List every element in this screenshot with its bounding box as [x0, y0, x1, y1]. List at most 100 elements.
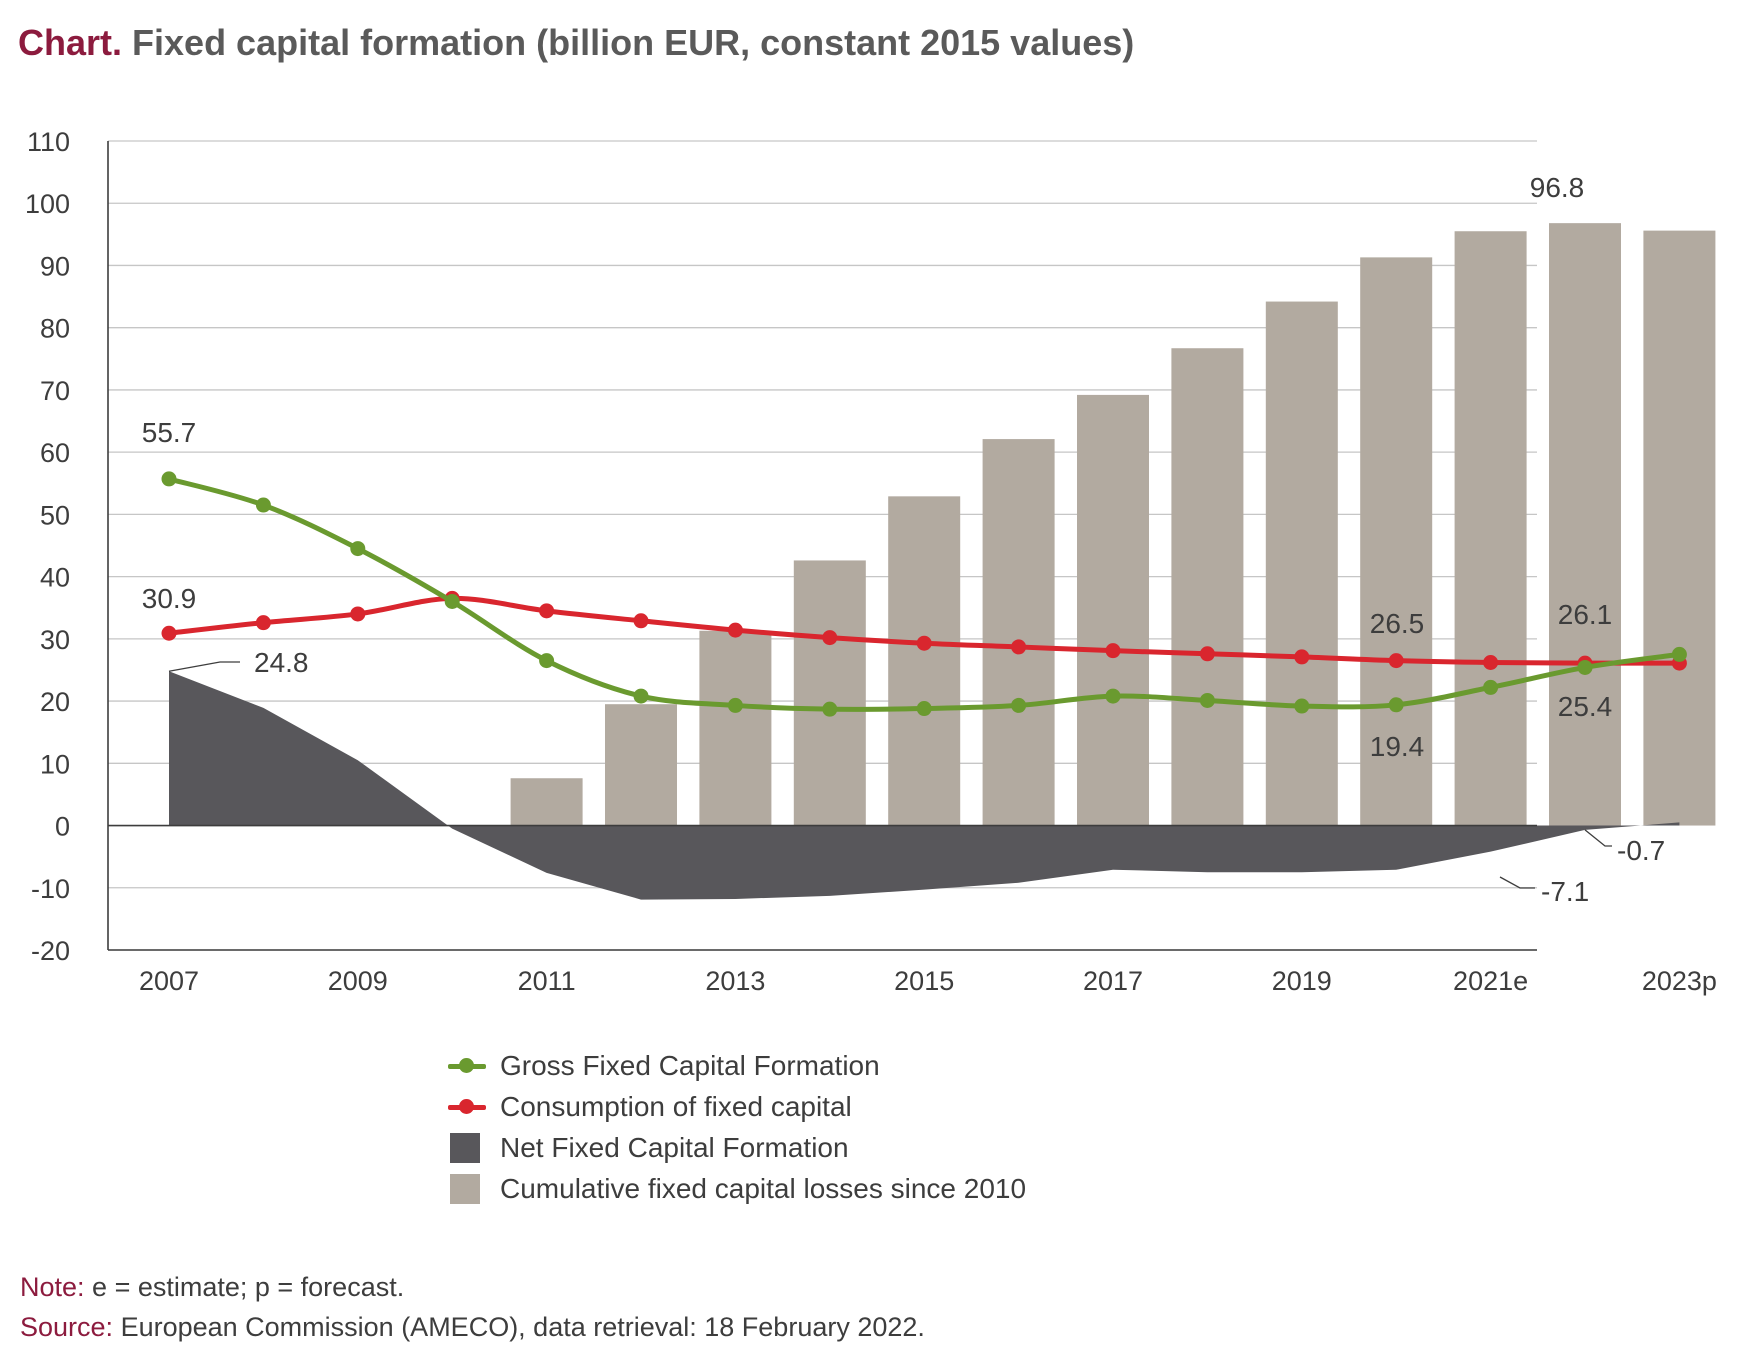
note-label: Note:	[20, 1272, 85, 1302]
data-label: 30.9	[142, 583, 197, 614]
bar-cumulative-losses	[510, 778, 583, 826]
y-tick-label: 60	[40, 438, 70, 468]
bar-cumulative-losses	[888, 496, 961, 826]
point-gross-fixed-capital-formation	[633, 688, 649, 704]
data-label: 25.4	[1558, 691, 1613, 722]
point-gross-fixed-capital-formation	[822, 701, 838, 717]
point-gross-fixed-capital-formation	[727, 697, 743, 713]
point-gross-fixed-capital-formation	[1671, 646, 1687, 662]
source-line: Source: European Commission (AMECO), dat…	[20, 1307, 925, 1347]
y-tick-label: -10	[31, 874, 70, 904]
legend-dot-swatch	[459, 1099, 474, 1114]
bar-cumulative-losses	[699, 630, 772, 826]
note-text: e = estimate; p = forecast.	[84, 1272, 405, 1302]
point-consumption-of-fixed-capital	[1294, 649, 1310, 665]
bar-cumulative-losses	[1077, 394, 1149, 826]
x-tick-label: 2013	[705, 966, 765, 996]
chart-title: Chart. Fixed capital formation (billion …	[18, 22, 1134, 64]
bar-cumulative-losses	[1549, 223, 1621, 826]
data-label: 26.1	[1558, 599, 1613, 630]
y-tick-label: 0	[55, 812, 70, 842]
bar-cumulative-losses	[605, 704, 677, 826]
y-tick-label: 70	[40, 376, 70, 406]
source-text: European Commission (AMECO), data retrie…	[113, 1312, 925, 1342]
y-tick-label: 30	[40, 625, 70, 655]
point-gross-fixed-capital-formation	[350, 541, 366, 557]
legend-box-swatch	[450, 1174, 480, 1204]
line-gross-fixed-capital-formation	[166, 476, 1682, 712]
y-tick-label: 10	[40, 749, 70, 779]
note-line: Note: e = estimate; p = forecast.	[20, 1267, 925, 1307]
point-consumption-of-fixed-capital	[1199, 646, 1215, 662]
point-gross-fixed-capital-formation	[1577, 659, 1593, 675]
point-gross-fixed-capital-formation	[444, 594, 460, 610]
point-gross-fixed-capital-formation	[1199, 692, 1215, 708]
annotation-leader	[1499, 876, 1535, 889]
point-consumption-of-fixed-capital	[1105, 643, 1121, 659]
point-consumption-of-fixed-capital	[539, 603, 555, 619]
y-tick-label: 40	[40, 563, 70, 593]
legend-label: Cumulative fixed capital losses since 20…	[500, 1173, 1027, 1204]
y-tick-label: -20	[31, 936, 70, 966]
x-tick-label: 2011	[518, 966, 576, 996]
data-label: 55.7	[142, 417, 197, 448]
y-tick-label: 20	[40, 687, 70, 717]
y-tick-label: 90	[40, 251, 70, 281]
point-gross-fixed-capital-formation	[1483, 679, 1499, 695]
point-consumption-of-fixed-capital	[161, 625, 177, 641]
legend-box-swatch	[450, 1133, 480, 1163]
x-tick-label: 2007	[139, 966, 199, 996]
legend-item-cumulative-losses: Cumulative fixed capital losses since 20…	[440, 1168, 1026, 1209]
annotation-leader	[168, 661, 240, 672]
x-tick-label: 2019	[1272, 966, 1332, 996]
y-tick-label: 100	[25, 189, 70, 219]
legend-item-net-fixed-capital-formation: Net Fixed Capital Formation	[440, 1127, 1026, 1168]
chart-notes: Note: e = estimate; p = forecast. Source…	[20, 1267, 925, 1347]
point-consumption-of-fixed-capital	[633, 613, 649, 629]
bar-cumulative-losses	[1643, 230, 1716, 826]
point-gross-fixed-capital-formation	[916, 701, 932, 717]
bar-cumulative-losses	[1454, 231, 1527, 826]
point-gross-fixed-capital-formation	[161, 471, 177, 487]
y-tick-label: 50	[40, 500, 70, 530]
bar-cumulative-losses	[1171, 348, 1244, 826]
y-tick-label: 110	[27, 127, 70, 157]
legend-label: Consumption of fixed capital	[500, 1091, 852, 1122]
x-tick-label: 2009	[328, 966, 388, 996]
annotation-leader	[1584, 829, 1612, 847]
point-gross-fixed-capital-formation	[539, 653, 555, 669]
data-label: 26.5	[1370, 608, 1425, 639]
legend-item-consumption-of-fixed-capital: Consumption of fixed capital	[440, 1086, 1026, 1127]
point-consumption-of-fixed-capital	[350, 606, 366, 622]
bar-cumulative-losses	[1265, 301, 1338, 826]
x-tick-label: 2015	[894, 966, 954, 996]
bar-cumulative-losses	[982, 439, 1055, 826]
legend-dot-swatch	[459, 1058, 474, 1073]
point-gross-fixed-capital-formation	[255, 497, 271, 513]
source-label: Source:	[20, 1312, 114, 1342]
x-tick-label: 2021e	[1453, 966, 1528, 996]
data-label: 24.8	[254, 647, 309, 678]
y-tick-label: 80	[40, 314, 70, 344]
data-label: 19.4	[1370, 731, 1425, 762]
legend-label: Gross Fixed Capital Formation	[500, 1050, 880, 1081]
legend-item-gross-fixed-capital-formation: Gross Fixed Capital Formation	[440, 1045, 1026, 1086]
x-tick-label: 2017	[1083, 966, 1143, 996]
data-label: 96.8	[1530, 172, 1585, 203]
data-label: -0.7	[1617, 835, 1665, 866]
point-consumption-of-fixed-capital	[916, 635, 932, 651]
point-consumption-of-fixed-capital	[255, 615, 271, 631]
x-tick-label: 2023p	[1642, 966, 1717, 996]
chart-title-text: Fixed capital formation (billion EUR, co…	[132, 22, 1135, 63]
point-gross-fixed-capital-formation	[1294, 698, 1310, 714]
bar-cumulative-losses	[793, 560, 866, 826]
chart-area: -20 -10 0 10 20 30 40 50 60 70 80 90 100 110 2007 2009 2…	[25, 127, 1717, 996]
point-consumption-of-fixed-capital	[1388, 653, 1404, 669]
point-consumption-of-fixed-capital	[1011, 639, 1027, 655]
bar-cumulative-losses	[1360, 257, 1433, 826]
point-gross-fixed-capital-formation	[1105, 688, 1121, 704]
point-consumption-of-fixed-capital	[727, 622, 743, 638]
point-gross-fixed-capital-formation	[1388, 697, 1404, 713]
chart-legend: Gross Fixed Capital Formation Consumptio…	[440, 1045, 1026, 1209]
legend-label: Net Fixed Capital Formation	[500, 1132, 849, 1163]
